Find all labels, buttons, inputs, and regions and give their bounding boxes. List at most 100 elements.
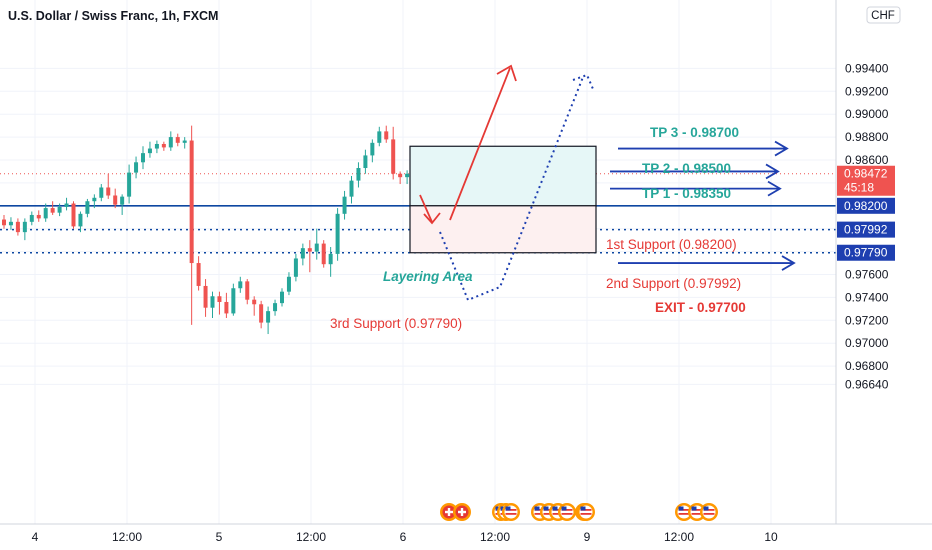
us-stripe-b-6 <box>543 513 555 515</box>
candlestick-series <box>2 125 410 335</box>
candle-body-3 <box>22 221 27 233</box>
candle-body-16 <box>113 195 118 205</box>
candle-body-44 <box>307 248 312 252</box>
price-tick-label-13: 0.96800 <box>845 359 889 373</box>
time-tick-label-6: 9 <box>584 530 591 544</box>
candle-body-20 <box>141 153 145 163</box>
candle-body-48 <box>335 213 340 254</box>
us-stripe-a-8 <box>561 509 573 511</box>
time-tick-label-3: 12:00 <box>296 530 326 544</box>
annotation-labels: TP 3 - 0.98700 TP 2 - 0.98500 TP 1 - 0.9… <box>330 125 746 331</box>
us-stripe-b-13 <box>703 513 715 515</box>
us-stripe-a-6 <box>543 509 555 511</box>
chart-title: U.S. Dollar / Swiss Franc, 1h, FXCM <box>8 9 218 23</box>
us-canton-7 <box>552 506 558 511</box>
candle-body-15 <box>106 187 111 196</box>
us-stripe-b-7 <box>552 513 564 515</box>
candle-body-36 <box>252 299 257 305</box>
us-stripe-a-12 <box>691 509 703 511</box>
candle-body-9 <box>64 203 69 207</box>
candle-body-49 <box>342 196 347 214</box>
us-canton-10 <box>580 506 586 511</box>
support1-price-tag-bg <box>837 197 895 214</box>
us-canton-8 <box>561 506 567 511</box>
time-tick-label-2: 5 <box>216 530 223 544</box>
swiss-cross-h-0 <box>445 510 453 514</box>
candle-body-28 <box>196 263 201 286</box>
countdown-tag-text: 45:18 <box>844 181 874 195</box>
candle-body-18 <box>127 172 132 197</box>
candle-body-11 <box>78 213 83 227</box>
exit-arrow-head <box>781 255 796 271</box>
candle-body-8 <box>57 206 62 213</box>
candle-body-51 <box>356 168 361 181</box>
candle-body-34 <box>238 281 243 289</box>
candle-body-21 <box>147 148 152 154</box>
support2-label: 2nd Support (0.97992) <box>606 276 741 291</box>
price-tick-label-10: 0.97400 <box>845 290 889 304</box>
layering-zone-box <box>409 205 597 254</box>
candle-body-50 <box>349 180 354 197</box>
us-canton-5 <box>534 506 540 511</box>
candle-body-35 <box>245 281 250 300</box>
grid-layer <box>0 0 836 524</box>
price-tick-label-9: 0.97600 <box>845 268 889 282</box>
us-stripe-a-13 <box>703 509 715 511</box>
price-tick-label-14: 0.96640 <box>845 377 889 391</box>
support3-label: 3rd Support (0.97790) <box>330 316 462 331</box>
candle-body-25 <box>175 137 180 143</box>
red-up-arrow-shaft <box>449 67 511 221</box>
price-tick-label-3: 0.98800 <box>845 130 889 144</box>
candle-body-30 <box>210 296 215 308</box>
event-icon-4 <box>502 503 520 521</box>
candle-body-24 <box>168 137 173 148</box>
time-axis-ticks: 4 12:00 5 12:00 6 12:00 9 12:00 10 <box>32 530 778 544</box>
event-icon-10 <box>577 503 595 521</box>
red-down-arrow-head <box>423 212 441 225</box>
candle-body-56 <box>391 139 396 174</box>
candle-body-31 <box>217 296 222 302</box>
candle-body-43 <box>300 248 305 259</box>
candle-body-26 <box>182 140 187 143</box>
candle-body-4 <box>29 214 34 222</box>
candle-body-0 <box>2 219 6 226</box>
dotted-projection-head <box>572 73 594 90</box>
event-icon-13 <box>700 503 718 521</box>
target-zone-box <box>409 145 597 207</box>
candle-body-22 <box>154 143 159 149</box>
candle-body-46 <box>321 243 326 265</box>
candle-body-19 <box>134 162 139 173</box>
economic-events <box>440 503 718 521</box>
exit-label: EXIT - 0.97700 <box>655 300 746 315</box>
candle-body-10 <box>71 203 76 227</box>
time-tick-label-5: 12:00 <box>480 530 510 544</box>
candle-body-42 <box>293 258 298 277</box>
us-stripe-b-12 <box>691 513 703 515</box>
us-canton-6 <box>543 506 549 511</box>
us-stripe-b-11 <box>678 513 690 515</box>
tp3-label: TP 3 - 0.98700 <box>650 125 739 140</box>
time-tick-label-0: 4 <box>32 530 39 544</box>
candle-body-1 <box>8 221 13 226</box>
candle-body-54 <box>377 131 382 143</box>
time-tick-label-1: 12:00 <box>112 530 142 544</box>
candle-body-52 <box>363 155 368 169</box>
candle-body-39 <box>273 303 278 312</box>
us-stripe-b-8 <box>561 513 573 515</box>
time-tick-label-4: 6 <box>400 530 407 544</box>
us-stripe-b-10 <box>580 513 592 515</box>
layering-area-label: Layering Area <box>383 269 473 284</box>
support2-price-tag-text: 0.97992 <box>844 223 888 237</box>
candle-body-55 <box>384 131 389 140</box>
candle-body-58 <box>405 173 410 178</box>
candle-body-7 <box>50 208 55 213</box>
candle-body-13 <box>92 197 97 202</box>
red-down-arrow-shaft <box>419 194 433 223</box>
currency-badge[interactable]: CHF <box>866 6 901 24</box>
price-tick-label-12: 0.97000 <box>845 336 889 350</box>
tp2-label: TP 2 - 0.98500 <box>642 161 731 176</box>
price-tick-label-0: 0.99400 <box>845 61 889 75</box>
